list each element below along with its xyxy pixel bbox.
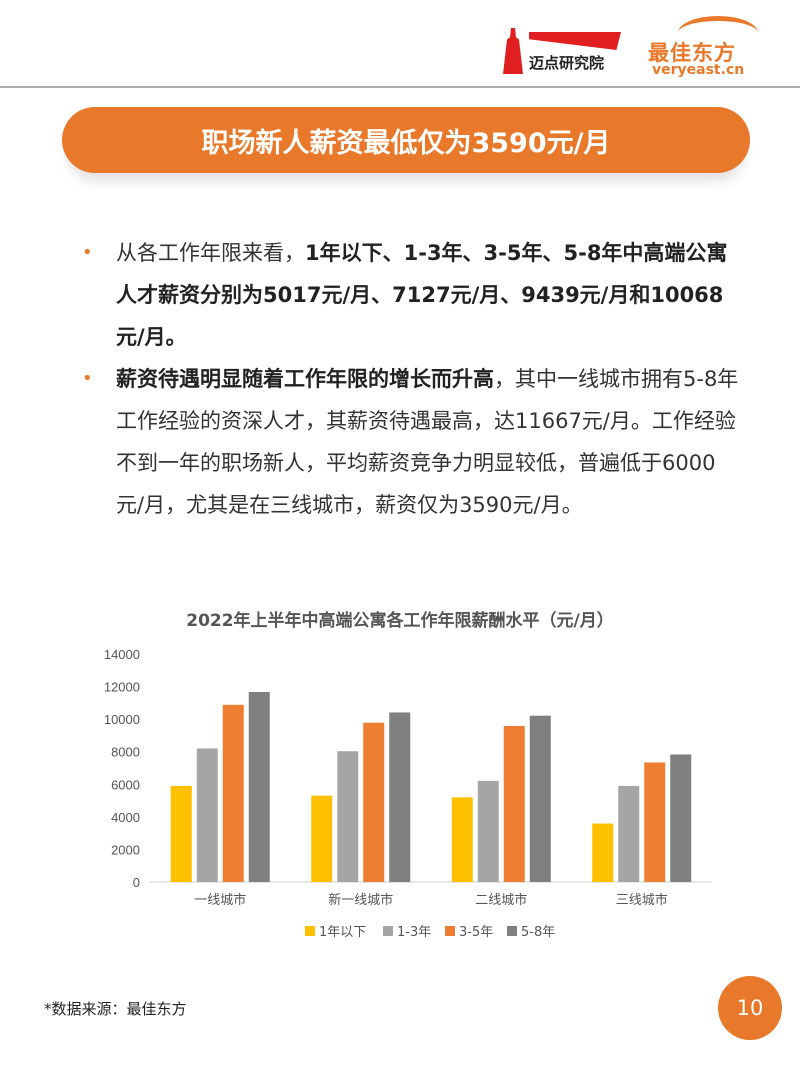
y-tick-label: 6000 (111, 777, 140, 792)
bar-3-5年 (644, 762, 666, 882)
bar-3-5年 (503, 725, 525, 882)
legend-swatch (383, 926, 393, 936)
bar-3-5年 (363, 722, 385, 882)
legend-swatch (305, 926, 315, 936)
bar-1年以下 (311, 795, 333, 882)
y-tick-label: 8000 (111, 745, 140, 760)
lighthouse-icon (503, 28, 523, 74)
page-number-text: 10 (736, 996, 764, 1020)
page-title: 职场新人薪资最低仅为3590元/月 (201, 127, 611, 159)
data-source: *数据来源：最佳东方 (44, 1000, 187, 1018)
bullet-bold: 薪资待遇明显随着工作年限的增长而升高 (116, 367, 494, 391)
y-tick-label: 2000 (111, 842, 140, 857)
y-tick-label: 4000 (111, 810, 140, 825)
page-number: 10 (718, 976, 782, 1040)
bar-1年以下 (451, 797, 473, 882)
flag-shape (529, 32, 621, 50)
logo1-text: 迈点研究院 (529, 54, 605, 72)
bar-5-8年 (529, 715, 551, 882)
bar-1-3年 (477, 780, 499, 882)
logo2-en: veryeast.cn (652, 62, 745, 78)
legend-swatch (507, 926, 517, 936)
bullet-item: • 薪资待遇明显随着工作年限的增长而升高，其中一线城市拥有5-8年工作经验的资深人… (80, 358, 740, 526)
bullet-bold: 1年以下、1-3年、3-5年、5-8年中高端公寓人才薪资分别为5017元/月、7… (116, 241, 728, 349)
bullet-text: ，其中一线城市拥有5-8年工作经验的资深人才，其薪资待遇最高，达11667元/月… (116, 367, 739, 517)
y-tick-label: 10000 (104, 712, 140, 727)
header-divider (0, 86, 800, 88)
bar-5-8年 (389, 712, 411, 882)
bullet-text: 从各工作年限来看， (116, 241, 305, 265)
veryeast-logo: 最佳东方 veryeast.cn (648, 14, 758, 78)
legend-label: 3-5年 (459, 925, 493, 940)
y-tick-label: 0 (133, 875, 140, 890)
arc-icon (678, 16, 758, 50)
bar-3-5年 (222, 704, 244, 882)
x-tick-label: 新一线城市 (328, 892, 393, 908)
page-title-banner: 职场新人薪资最低仅为3590元/月 (62, 107, 750, 173)
x-tick-label: 三线城市 (616, 892, 668, 908)
bar-1-3年 (337, 751, 359, 882)
legend-label: 1-3年 (397, 925, 431, 940)
bullet-dot: • (82, 368, 93, 389)
bullet-dot: • (82, 242, 93, 263)
legend-label: 1年以下 (319, 925, 366, 940)
x-tick-label: 二线城市 (475, 892, 527, 908)
bar-1年以下 (170, 785, 192, 882)
legend-label: 5-8年 (521, 925, 555, 940)
bar-1-3年 (618, 785, 640, 882)
bar-1-3年 (196, 748, 218, 882)
chart-title: 2022年上半年中高端公寓各工作年限薪酬水平（元/月） (186, 611, 614, 631)
bar-chart: 0 2000 4000 6000 8000 10000 12000 14000 一线城市 新一线城… (104, 647, 712, 940)
logo2-cn: 最佳东方 (648, 41, 736, 65)
bullet-list: • 从各工作年限来看，1年以下、1-3年、3-5年、5-8年中高端公寓人才薪资分别… (80, 232, 740, 526)
bullet-item: • 从各工作年限来看，1年以下、1-3年、3-5年、5-8年中高端公寓人才薪资分别… (80, 232, 740, 358)
bar-5-8年 (248, 691, 270, 882)
y-tick-label: 14000 (104, 647, 140, 662)
legend-swatch (445, 926, 455, 936)
bar-5-8年 (670, 754, 692, 882)
bar-1年以下 (592, 823, 614, 882)
y-tick-label: 12000 (104, 680, 140, 695)
x-tick-label: 一线城市 (194, 892, 246, 908)
maidian-logo: 迈点研究院 (503, 28, 623, 78)
